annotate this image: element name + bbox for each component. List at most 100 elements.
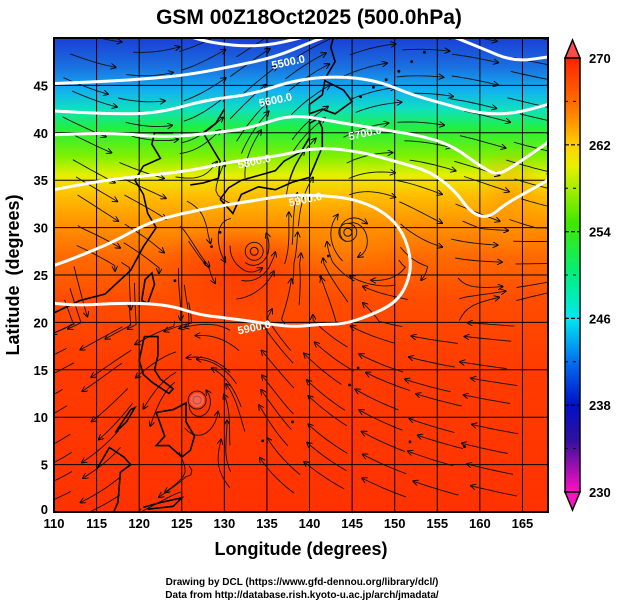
streamline [359,354,404,373]
streamline [291,107,328,140]
contour-line-5500 [54,38,327,85]
streamline [460,362,507,370]
y-tick-label: 45 [34,78,48,93]
streamline [121,262,131,309]
streamline [92,388,129,422]
streamline [288,64,329,92]
streamline [406,93,453,96]
streamline [397,122,445,125]
streamline [197,359,237,384]
streamline [407,35,454,37]
island-dot [463,445,466,448]
streamline [68,131,111,153]
streamline [307,443,347,472]
streamline [239,66,277,98]
streamline [119,162,163,179]
streamline [124,223,164,253]
streamline [349,88,395,101]
streamline [236,38,267,58]
y-tick-label: 40 [34,126,48,141]
streamline [121,29,168,32]
streamline [468,323,515,327]
x-tick-label: 150 [384,516,406,531]
streamline [371,259,406,281]
x-tick-label: 135 [256,516,278,531]
streamline [215,161,231,204]
streamline [143,371,177,408]
x-tick-label: 155 [426,516,448,531]
streamline [330,215,343,262]
streamline [362,478,407,498]
streamline [266,309,292,351]
coastline-palawan [114,405,137,433]
streamline [186,200,211,243]
streamline [135,320,176,345]
streamline [355,102,402,113]
streamline [122,177,166,198]
x-tick-label: 145 [341,516,363,531]
streamline [260,458,295,494]
streamline [513,141,548,152]
streamline [351,326,395,344]
streamline [226,384,246,432]
streamline [88,494,121,512]
streamline [341,63,387,78]
coastline-sulawesi [143,496,185,510]
streamline [73,266,87,316]
streamline [218,440,231,489]
streamline [226,421,232,473]
streamline [188,390,210,417]
grid [54,38,548,512]
streamline [244,130,261,179]
streamline [362,432,406,452]
streamline [409,159,456,171]
streamline [416,394,462,407]
streamline [315,342,354,372]
credit-drawing: Drawing by DCL (https://www.gfd-dennou.o… [166,577,439,588]
streamline [402,49,450,51]
contour-line-5800 [54,147,548,218]
coastline-korea [190,108,225,186]
streamline [348,172,395,179]
streamline [355,389,399,411]
island-dot [423,50,426,54]
streamline [451,238,498,245]
x-tick-label: 125 [171,516,193,531]
streamline [54,405,68,414]
streamline [123,242,160,273]
island-dot [372,85,375,89]
streamline [259,405,289,447]
colorbar-tick-label: 270 [589,51,611,66]
streamline [261,390,292,430]
streamline [126,72,173,75]
streamline [464,395,511,404]
streamline [262,324,294,364]
colorbar-min-extend [563,491,582,512]
island-dot [210,245,214,249]
island-dot [410,60,414,64]
streamline [298,178,314,227]
island-dot [218,230,222,234]
streamline [478,38,497,41]
island-dot [356,366,360,370]
streamline [327,242,355,282]
streamline [304,462,345,490]
streamline [267,438,301,476]
island-dot [291,420,294,424]
streamline [396,76,444,77]
streamline [224,394,231,446]
streamline [289,139,316,182]
colorbar-tick-label: 262 [589,138,611,153]
streamline [451,75,498,85]
y-tick-label: 25 [34,268,48,283]
streamline [187,357,231,373]
streamline [76,245,115,271]
contour-line-5600 [54,75,548,116]
streamline [400,223,443,247]
streamline [236,102,268,142]
coastline-visayas-mindanao [154,401,196,459]
island-dot [359,95,362,99]
streamline [418,435,464,450]
streamline [308,425,348,454]
streamline [359,410,403,431]
